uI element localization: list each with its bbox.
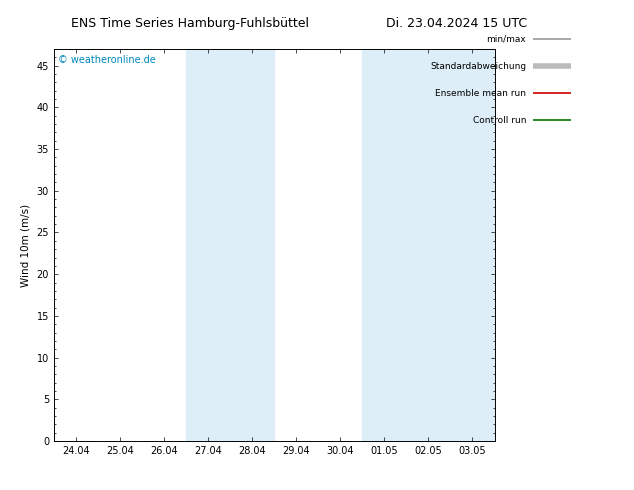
Y-axis label: Wind 10m (m/s): Wind 10m (m/s): [21, 203, 31, 287]
Text: Standardabweichung: Standardabweichung: [430, 62, 526, 71]
Text: © weatheronline.de: © weatheronline.de: [58, 55, 156, 65]
Text: Ensemble mean run: Ensemble mean run: [435, 89, 526, 98]
Text: Controll run: Controll run: [473, 116, 526, 124]
Bar: [362, 49, 495, 441]
Text: min/max: min/max: [486, 35, 526, 44]
Text: ENS Time Series Hamburg-Fuhlsbüttel: ENS Time Series Hamburg-Fuhlsbüttel: [71, 17, 309, 30]
Text: Di. 23.04.2024 15 UTC: Di. 23.04.2024 15 UTC: [386, 17, 527, 30]
Bar: [186, 49, 274, 441]
